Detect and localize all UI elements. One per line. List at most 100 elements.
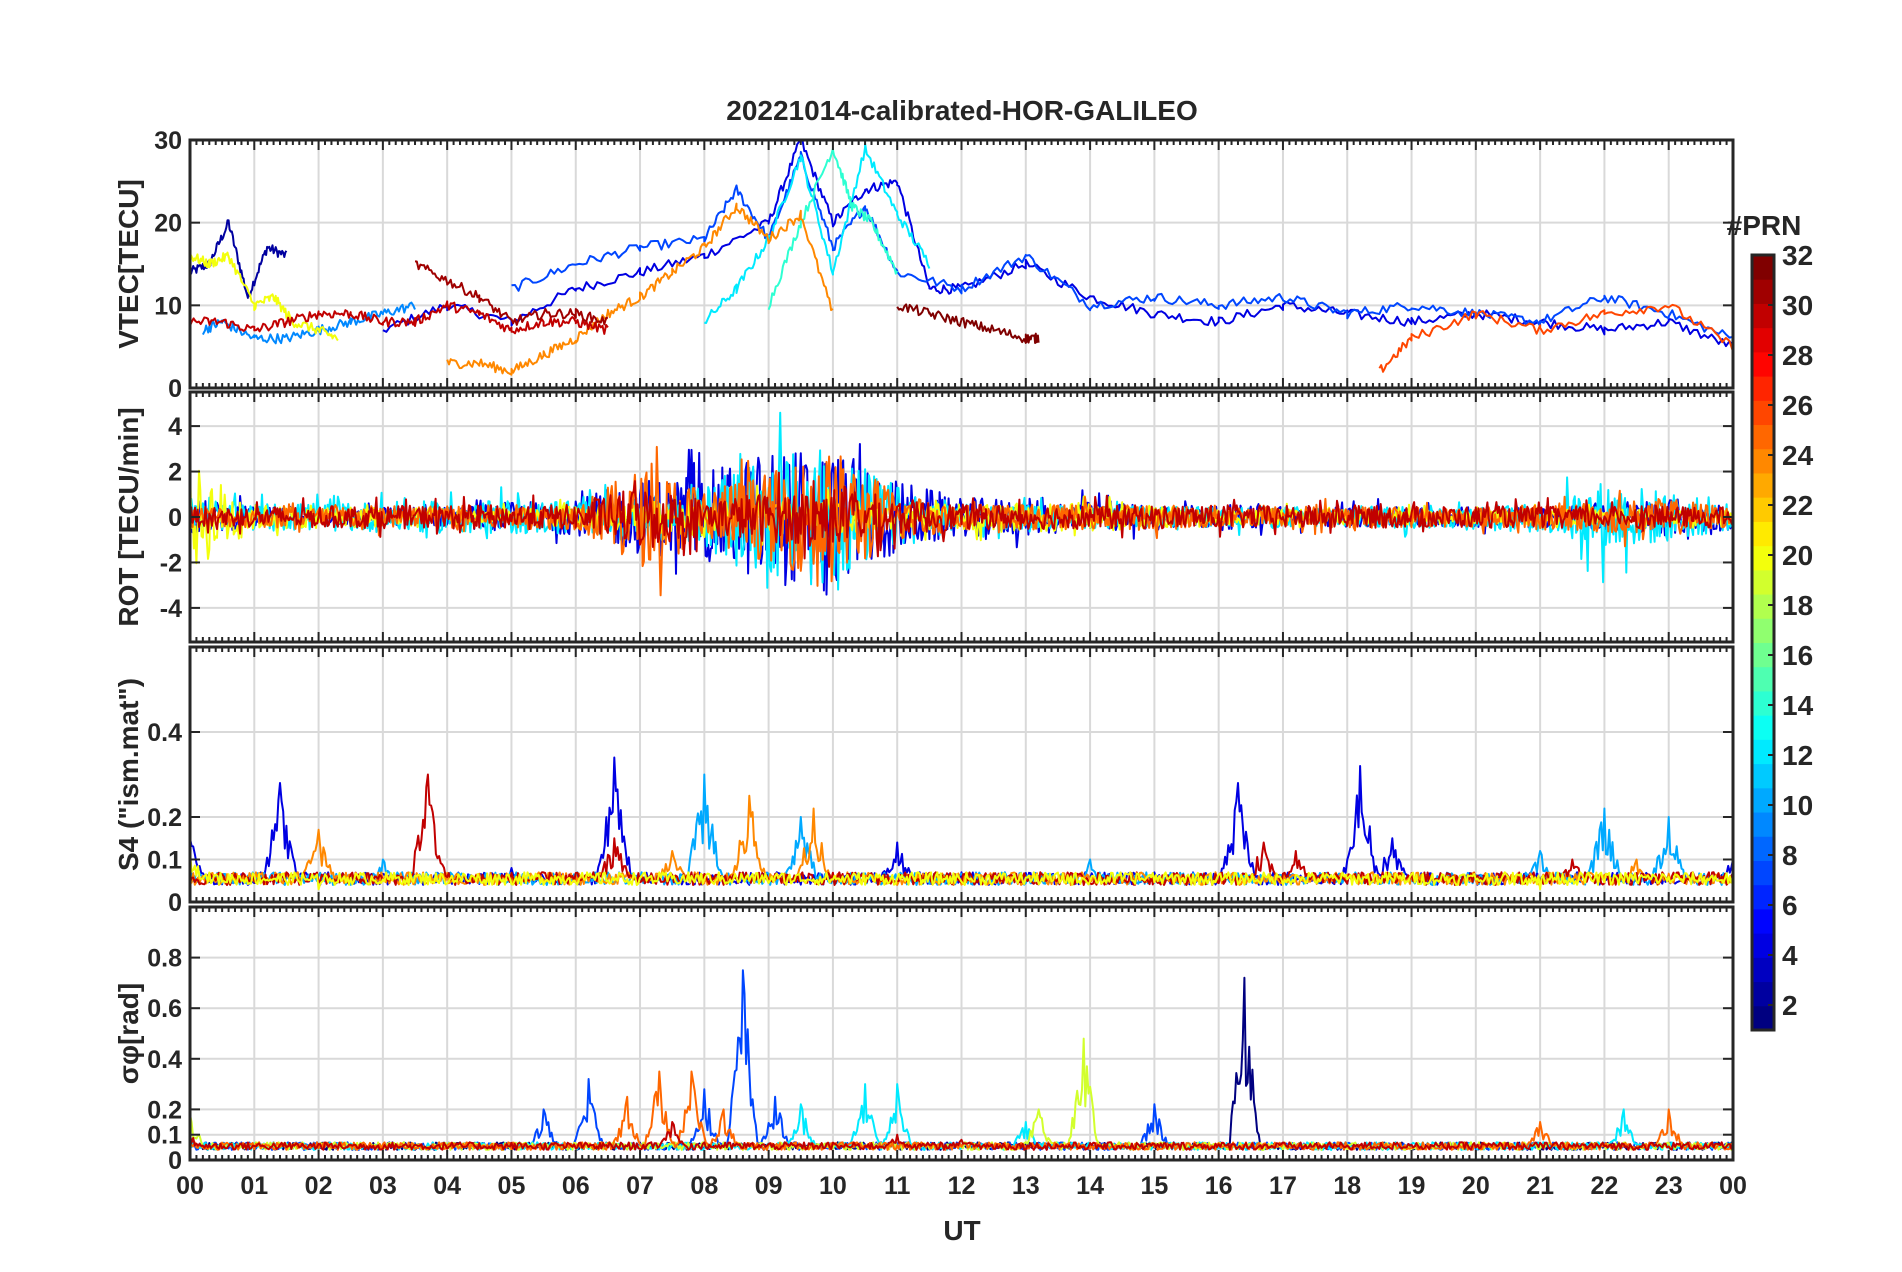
series-line-prn-32 <box>896 303 1040 344</box>
panel-0: 0 10 20 30 VTEC[TECU] <box>113 127 1735 403</box>
colorbar-segment <box>1752 448 1774 474</box>
colorbar-segment <box>1752 981 1774 1007</box>
x-tick-label: 01 <box>240 1172 268 1200</box>
colorbar-tick-label: 12 <box>1782 740 1813 771</box>
x-tick-label: 03 <box>369 1172 397 1200</box>
y-tick-label: 0 <box>168 504 182 532</box>
colorbar-segment <box>1752 1005 1774 1031</box>
x-tick-label: 13 <box>1012 1172 1040 1200</box>
y-axis-label: VTEC[TECU] <box>113 179 144 349</box>
colorbar-tick-label: 26 <box>1782 390 1813 421</box>
colorbar-tick-label: 20 <box>1782 540 1813 571</box>
panel-series <box>190 756 1733 891</box>
colorbar-tick-label: 8 <box>1782 840 1798 871</box>
x-tick-label: 11 <box>884 1172 911 1200</box>
colorbar-segment <box>1752 497 1774 522</box>
colorbar-segment <box>1752 860 1774 886</box>
x-tick-label: 15 <box>1140 1172 1168 1200</box>
y-tick-label: 0.2 <box>147 804 182 832</box>
colorbar-segment <box>1752 472 1774 498</box>
colorbar-frame <box>1750 253 1776 1032</box>
x-tick-label: 07 <box>626 1172 654 1200</box>
colorbar-segment <box>1752 666 1774 692</box>
x-tick-label: 21 <box>1526 1172 1554 1200</box>
y-axis-label: σφ[rad] <box>113 983 144 1084</box>
panel-3: 00.10.2 0.4 0.6 0.8σφ[rad] 00 01 02 03 04 05 06 07 0… <box>113 905 1747 1200</box>
panel-series <box>190 969 1733 1151</box>
colorbar-segment <box>1752 690 1774 716</box>
colorbar-tick-label: 10 <box>1782 790 1813 821</box>
y-tick-label: -4 <box>160 595 182 623</box>
colorbar-segment <box>1752 836 1774 861</box>
series-line-prn-24 <box>446 202 834 376</box>
y-tick-label: 2 <box>168 459 182 487</box>
colorbar-segment <box>1752 545 1774 571</box>
series-line-prn-2 <box>190 219 288 299</box>
colorbar-segment <box>1752 351 1774 377</box>
series-line-prn-4 <box>382 140 1733 348</box>
x-tick-label: 20 <box>1462 1172 1490 1200</box>
colorbar-segment <box>1752 763 1774 789</box>
y-tick-label: -2 <box>160 549 182 577</box>
series-line-prn-20 <box>190 850 1733 891</box>
y-tick-label: 0 <box>168 889 182 917</box>
x-tick-label: 10 <box>819 1172 847 1200</box>
colorbar-segment <box>1752 521 1774 547</box>
colorbar-segment <box>1752 908 1774 934</box>
x-tick-label: 04 <box>433 1172 461 1200</box>
y-axis-label: S4 ("ism.mat") <box>113 678 144 871</box>
y-axis-label: ROT [TECU/min] <box>113 407 144 626</box>
x-tick-label: 09 <box>755 1172 783 1200</box>
colorbar-segment <box>1752 376 1774 401</box>
colorbar-tick-label: 6 <box>1782 890 1798 921</box>
y-tick-label: 0 <box>168 375 182 403</box>
x-tick-label: 23 <box>1655 1172 1683 1200</box>
x-tick-label: 18 <box>1333 1172 1361 1200</box>
x-tick-label: 17 <box>1269 1172 1297 1200</box>
colorbar-segment <box>1752 327 1774 353</box>
panel-2: 0 0.1 0.2 0.4S4 ("ism.mat") <box>113 645 1735 917</box>
colorbar-tick-label: 30 <box>1782 290 1813 321</box>
colorbar-tick-label: 14 <box>1782 690 1814 721</box>
x-tick-label: 00 <box>1719 1172 1747 1200</box>
panel-series <box>190 140 1733 376</box>
colorbar-segment <box>1752 400 1774 426</box>
x-tick-label: 06 <box>562 1172 590 1200</box>
y-tick-label: 10 <box>154 292 182 320</box>
series-line-prn-30 <box>190 471 1733 568</box>
y-tick-label: 0.1 <box>147 847 182 875</box>
y-tick-label: 0.2 <box>147 1096 182 1124</box>
series-line-prn-7 <box>511 150 1733 339</box>
colorbar-segment <box>1752 618 1774 643</box>
series-line-prn-12 <box>704 142 931 324</box>
colorbar-tick-label: 16 <box>1782 640 1813 671</box>
colorbar-segment <box>1752 715 1774 740</box>
colorbar-tick-label: 32 <box>1782 240 1813 271</box>
x-tick-label: 16 <box>1205 1172 1233 1200</box>
x-axis-label: UT <box>943 1215 980 1246</box>
panel-series <box>190 411 1733 597</box>
colorbar-segment <box>1752 569 1774 595</box>
series-line-prn-20 <box>190 251 339 342</box>
colorbar-title: #PRN <box>1727 210 1802 241</box>
colorbar-segment <box>1752 884 1774 910</box>
colorbar-segment <box>1752 957 1774 983</box>
colorbar-segment <box>1752 787 1774 813</box>
colorbar-segment <box>1752 933 1774 958</box>
panel-1: -4 -2 0 2 4 ROT [TECU/min] <box>113 390 1735 644</box>
colorbar-segment <box>1752 424 1774 450</box>
y-tick-label: 0.4 <box>147 1046 182 1074</box>
colorbar-tick-label: 4 <box>1782 940 1798 971</box>
x-tick-label: 22 <box>1591 1172 1619 1200</box>
y-tick-label: 4 <box>168 413 182 441</box>
y-tick-label: 0 <box>168 1147 182 1175</box>
series-line-prn-14 <box>767 147 899 311</box>
x-tick-label: 00 <box>176 1172 204 1200</box>
series-line-prn-30 <box>190 300 609 335</box>
x-tick-label: 12 <box>948 1172 976 1200</box>
y-tick-label: 0.6 <box>147 995 182 1023</box>
colorbar-segment <box>1752 303 1774 329</box>
colorbar-segment <box>1752 255 1774 280</box>
